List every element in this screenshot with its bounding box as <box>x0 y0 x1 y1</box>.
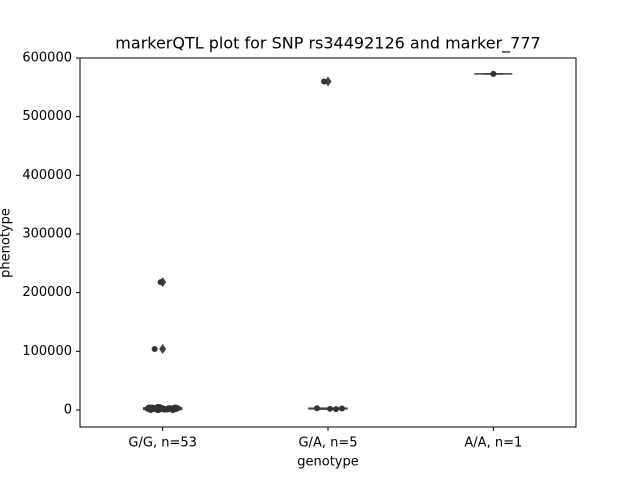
point <box>152 405 159 412</box>
plot-frame <box>79 57 577 428</box>
y-tick-label: 200000 <box>22 285 72 300</box>
point <box>321 78 327 85</box>
point <box>490 70 497 77</box>
outlier <box>159 343 167 354</box>
chart-title: markerQTL plot for SNP rs34492126 and ma… <box>115 34 540 54</box>
x-tick-label: A/A, n=1 <box>464 436 522 451</box>
point <box>145 405 152 412</box>
x-axis-label: genotype <box>297 455 358 470</box>
y-axis-label: phenotype <box>0 208 14 278</box>
point <box>170 405 177 412</box>
point <box>339 405 345 412</box>
y-tick-label: 0 <box>64 402 72 417</box>
point <box>327 405 333 412</box>
point <box>333 406 339 413</box>
x-tick-label: G/A, n=5 <box>298 436 357 451</box>
point <box>314 405 320 412</box>
point <box>151 345 158 352</box>
point <box>158 405 165 412</box>
y-tick-label: 600000 <box>22 51 72 66</box>
y-tick-label: 500000 <box>22 109 72 124</box>
y-tick-label: 100000 <box>22 344 72 359</box>
outlier <box>324 76 332 87</box>
point <box>157 279 164 286</box>
point <box>164 406 171 413</box>
x-tick-label: G/G, n=53 <box>128 436 196 451</box>
y-tick-label: 300000 <box>22 226 72 241</box>
y-tick-label: 400000 <box>22 168 72 183</box>
